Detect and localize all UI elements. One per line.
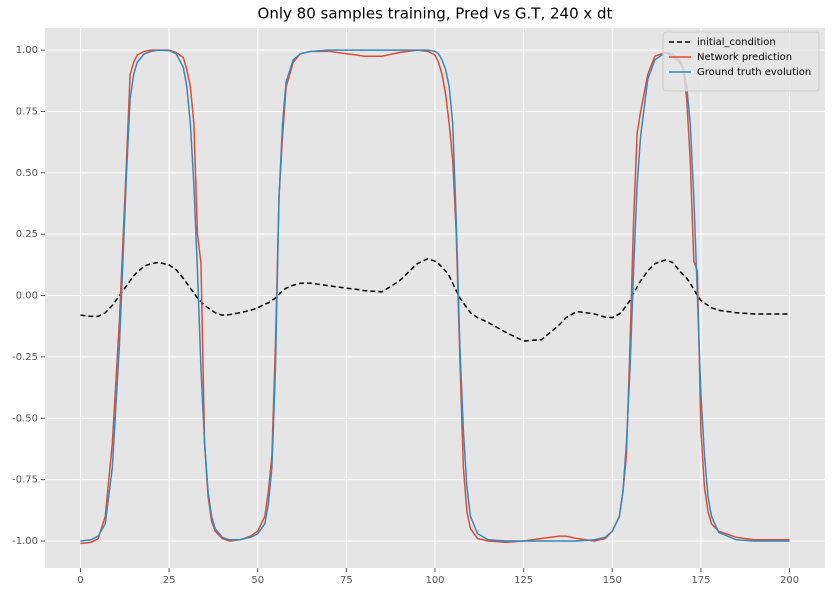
y-tick-label: 0.75	[16, 106, 38, 117]
x-tick-label: 125	[514, 575, 533, 586]
y-tick-label: -0.50	[12, 413, 38, 424]
chart-title: Only 80 samples training, Pred vs G.T, 2…	[258, 5, 613, 23]
x-tick-label: 150	[603, 575, 622, 586]
series-line	[80, 257, 790, 342]
x-tick-label: 50	[251, 575, 264, 586]
y-tick-label: -1.00	[12, 536, 38, 547]
y-tick-label: -0.75	[12, 475, 38, 486]
series-line	[80, 49, 790, 545]
x-tick-label: 200	[780, 575, 799, 586]
x-tick-label: 25	[163, 575, 176, 586]
legend-label: initial_condition	[697, 37, 776, 48]
legend-label: Network prediction	[697, 52, 792, 63]
x-tick-label: 75	[340, 575, 353, 586]
y-tick-label: 0.50	[16, 168, 38, 179]
x-tick-label: 175	[691, 575, 710, 586]
x-tick-label: 100	[425, 575, 444, 586]
y-tick-label: -0.25	[12, 352, 38, 363]
y-tick-label: 1.00	[16, 45, 38, 56]
x-tick-label: 0	[77, 575, 83, 586]
legend-box	[662, 31, 820, 92]
legend-label: Ground truth evolution	[697, 67, 811, 78]
y-tick-label: 0.25	[16, 229, 38, 240]
series-line	[80, 49, 790, 542]
legend: initial_condition Network prediction Groun…	[662, 31, 820, 92]
y-tick-label: 0.00	[16, 291, 38, 302]
